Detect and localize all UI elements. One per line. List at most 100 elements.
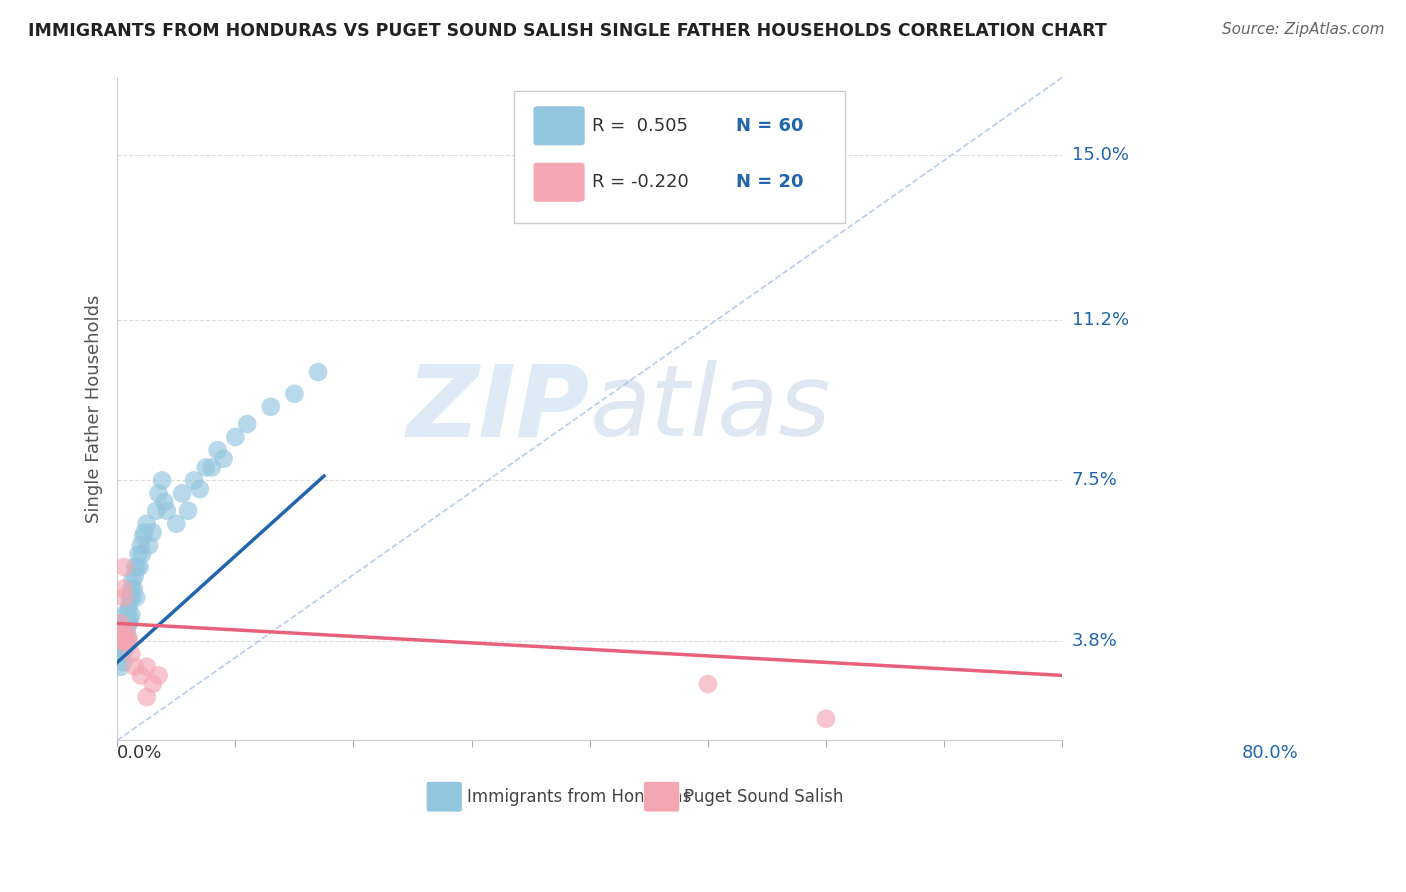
FancyBboxPatch shape [533, 106, 585, 145]
Point [115, 612, 138, 626]
Point [108, 647, 131, 661]
FancyBboxPatch shape [426, 781, 463, 812]
Text: atlas: atlas [589, 360, 831, 458]
Point [112, 642, 135, 657]
Text: 80.0%: 80.0% [1241, 744, 1299, 762]
Point [112, 616, 135, 631]
Point [142, 525, 165, 540]
Text: 11.2%: 11.2% [1071, 311, 1129, 329]
Text: 0.0%: 0.0% [117, 744, 163, 762]
Point [124, 568, 146, 582]
Point [110, 633, 132, 648]
Point [307, 365, 329, 379]
Point [201, 460, 224, 475]
Text: 15.0%: 15.0% [1071, 146, 1129, 164]
Point [110, 659, 132, 673]
Point [129, 538, 152, 552]
Point [120, 612, 142, 626]
Point [134, 525, 156, 540]
FancyBboxPatch shape [515, 91, 845, 223]
Point [112, 560, 135, 574]
Point [120, 607, 142, 622]
FancyBboxPatch shape [644, 781, 679, 812]
Point [128, 560, 150, 574]
Point [194, 460, 217, 475]
Text: IMMIGRANTS FROM HONDURAS VS PUGET SOUND SALISH SINGLE FATHER HOUSEHOLDS CORRELAT: IMMIGRANTS FROM HONDURAS VS PUGET SOUND … [28, 22, 1107, 40]
Point [115, 625, 138, 640]
Point [142, 677, 165, 691]
Point [153, 495, 176, 509]
Point [148, 486, 170, 500]
Point [112, 633, 135, 648]
Point [135, 516, 157, 531]
Point [135, 659, 157, 673]
Point [114, 633, 136, 648]
Point [120, 591, 142, 605]
Point [207, 443, 229, 458]
Text: ZIP: ZIP [406, 360, 589, 458]
Point [112, 647, 135, 661]
Point [118, 633, 141, 648]
Point [260, 400, 283, 414]
FancyBboxPatch shape [533, 162, 585, 202]
Point [696, 677, 718, 691]
Point [112, 625, 135, 640]
Point [117, 633, 139, 648]
Point [117, 629, 139, 643]
Text: Source: ZipAtlas.com: Source: ZipAtlas.com [1222, 22, 1385, 37]
Text: N = 20: N = 20 [737, 173, 804, 191]
Point [112, 656, 135, 670]
Point [124, 560, 146, 574]
Point [112, 633, 135, 648]
Point [283, 386, 305, 401]
Point [212, 451, 235, 466]
Text: 3.8%: 3.8% [1071, 632, 1118, 649]
Point [111, 642, 134, 657]
Point [121, 591, 143, 605]
Point [115, 621, 138, 635]
Point [172, 486, 194, 500]
Text: R = -0.220: R = -0.220 [592, 173, 689, 191]
Text: R =  0.505: R = 0.505 [592, 117, 688, 135]
Point [111, 633, 134, 648]
Point [127, 560, 149, 574]
Point [118, 599, 141, 613]
Text: Immigrants from Honduras: Immigrants from Honduras [467, 788, 692, 805]
Point [127, 547, 149, 561]
Point [177, 504, 200, 518]
Point [150, 474, 173, 488]
Point [114, 625, 136, 640]
Point [115, 633, 138, 648]
Point [132, 530, 155, 544]
Point [236, 417, 259, 431]
Point [145, 504, 167, 518]
Y-axis label: Single Father Households: Single Father Households [86, 294, 103, 523]
Point [118, 616, 141, 631]
Text: 7.5%: 7.5% [1071, 471, 1118, 490]
Point [131, 547, 153, 561]
Point [114, 638, 136, 652]
Point [120, 647, 142, 661]
Point [188, 482, 211, 496]
Point [135, 690, 157, 704]
Point [112, 591, 135, 605]
Point [815, 712, 838, 726]
Point [125, 591, 148, 605]
Point [114, 607, 136, 622]
Point [121, 573, 143, 587]
Point [108, 633, 131, 648]
Point [120, 582, 142, 596]
Point [129, 668, 152, 682]
Point [122, 582, 145, 596]
Point [183, 474, 205, 488]
Point [138, 538, 160, 552]
Point [165, 516, 187, 531]
Point [156, 504, 179, 518]
Point [224, 430, 246, 444]
Point [124, 659, 146, 673]
Text: N = 60: N = 60 [737, 117, 804, 135]
Text: Puget Sound Salish: Puget Sound Salish [685, 788, 844, 805]
Point [111, 625, 134, 640]
Point [110, 616, 132, 631]
Point [148, 668, 170, 682]
